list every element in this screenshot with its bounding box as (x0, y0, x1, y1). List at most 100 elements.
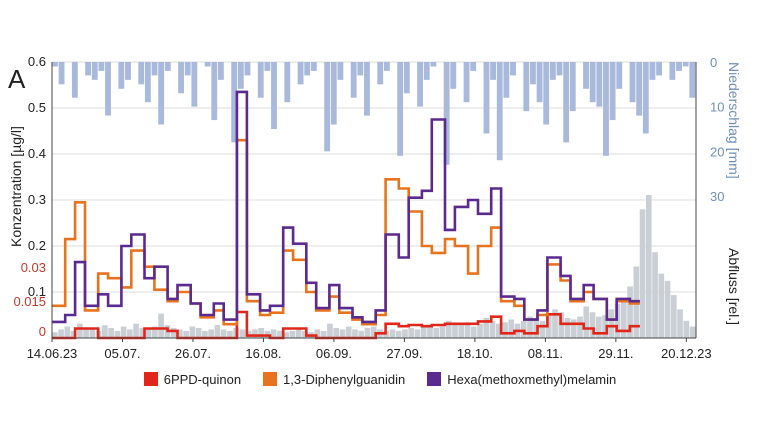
rain-bar (682, 62, 689, 67)
flow-bar (58, 329, 64, 338)
flow-bar (333, 327, 340, 338)
rain-bar (91, 62, 98, 80)
rain-bar (217, 62, 224, 80)
rain-bar (330, 62, 337, 125)
y-axis-label-flow: Abfluss [rel.] (726, 248, 742, 325)
rain-bar (164, 62, 171, 71)
rain-bar (609, 62, 616, 121)
x-tick-label: 20.12.23 (661, 346, 712, 361)
rain-bar (430, 62, 437, 67)
flow-bar (139, 327, 146, 338)
flow-bar (670, 295, 677, 338)
flow-bar (152, 326, 158, 338)
x-tick-label: 05.07. (104, 346, 140, 361)
rain-bar (257, 62, 264, 98)
legend-label-dpg: 1,3-Diphenylguanidin (283, 371, 406, 387)
flow-bar (133, 323, 139, 338)
flow-bar (577, 316, 583, 338)
flow-bar (195, 327, 202, 338)
rain-bar (58, 62, 65, 85)
rain-bar (470, 62, 477, 71)
axes (51, 62, 697, 342)
flow-bar (258, 327, 264, 338)
flow-bar (458, 325, 465, 338)
rain-series (52, 62, 696, 165)
flow-bar (539, 320, 546, 338)
rain-bar (616, 62, 623, 89)
rain-bar (543, 62, 550, 125)
flow-bar (658, 273, 665, 338)
rain-bar (536, 62, 543, 103)
rain-bar (642, 62, 649, 134)
rain-bar (364, 62, 370, 116)
flow-bar (470, 326, 477, 338)
legend-item: 1,3-Diphenylguanidin (263, 372, 405, 387)
flow-bar (589, 312, 596, 338)
rain-bar (556, 62, 563, 76)
flow-bar (214, 325, 221, 338)
flow-bar (83, 329, 89, 338)
rain-bar (284, 62, 291, 103)
rain-bar (636, 62, 643, 116)
flow-bar (433, 327, 440, 338)
rain-bar (649, 62, 656, 80)
flow-bar (189, 326, 196, 338)
rain-bar (144, 62, 151, 103)
rain-bar (357, 62, 364, 76)
flow-bar (52, 332, 58, 338)
rain-bar (496, 62, 503, 161)
flow-bar (170, 327, 177, 338)
rain-bar (596, 62, 603, 107)
flow-bar (389, 329, 396, 338)
flow-bar (208, 329, 214, 338)
flow-bar (502, 322, 508, 338)
flow-bar (145, 329, 152, 338)
x-tick-label: 27.09. (386, 346, 422, 361)
legend-swatch-hmmm (427, 372, 442, 386)
rain-bar (184, 62, 191, 76)
legend-swatch-dpg (263, 372, 278, 386)
flow-bar (239, 329, 246, 338)
flow-bar (395, 330, 402, 338)
flow-bar (683, 320, 690, 338)
flow-bar (183, 330, 189, 338)
rain-bar (523, 62, 530, 112)
x-tick-label: 14.06.23 (27, 346, 78, 361)
panel-label: A (8, 64, 26, 94)
flow-bar (552, 309, 558, 338)
flow-bar (277, 330, 283, 338)
rain-bar (337, 62, 344, 80)
legend-label-6ppd: 6PPD-quinon (163, 371, 242, 387)
rain-bar (138, 62, 145, 85)
legend-label-hmmm: Hexa(methoxmethyl)melamin (447, 371, 617, 387)
flow-bar (452, 323, 458, 338)
y-tick-label-red: 0.015 (13, 294, 46, 309)
rain-bar (589, 62, 596, 103)
flow-bar (327, 323, 333, 338)
rain-tick-label: 10 (710, 100, 724, 115)
flow-bar (177, 329, 183, 338)
rain-bar (563, 62, 570, 143)
flow-bar (620, 297, 627, 338)
flow-bar (370, 326, 377, 338)
rain-bar (211, 62, 218, 121)
rain-bar (676, 62, 682, 71)
y-tick-label: 0.2 (28, 238, 46, 253)
x-tick-label: 06.09. (316, 346, 352, 361)
rain-tick-label: 0 (710, 55, 717, 70)
rain-bar (423, 62, 430, 80)
flow-bar (70, 330, 77, 338)
flow-bar (489, 320, 496, 338)
flow-bar (602, 315, 608, 338)
rain-bar (443, 62, 450, 165)
rain-bar (264, 62, 271, 71)
rain-bar (383, 62, 390, 71)
rain-bar (237, 62, 244, 89)
flow-bar (283, 332, 289, 338)
flow-bar (227, 330, 233, 338)
rain-bar (377, 62, 384, 85)
rain-bar (52, 62, 58, 67)
flow-bar (464, 322, 471, 338)
x-tick-label: 29.11. (598, 346, 633, 361)
y-tick-label: 0.6 (28, 54, 46, 69)
